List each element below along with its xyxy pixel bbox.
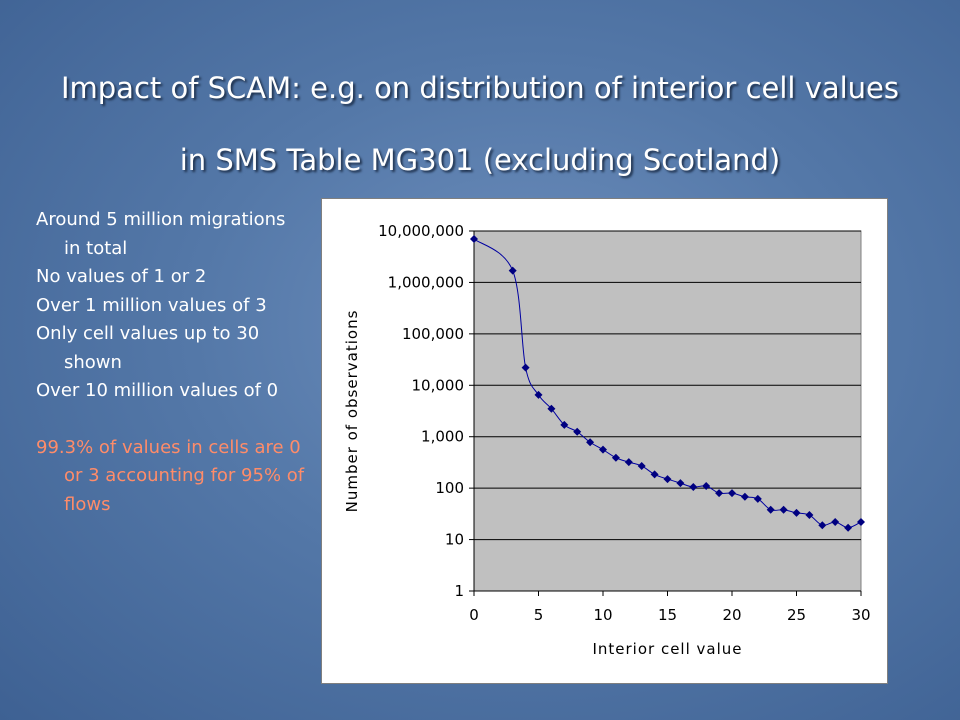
x-tick-label: 15 — [658, 606, 677, 624]
data-point — [637, 461, 646, 470]
title-line-2: in SMS Table MG301 (excluding Scotland) — [179, 143, 781, 177]
data-point — [470, 234, 478, 243]
data-point — [779, 505, 788, 514]
data-point — [831, 517, 840, 526]
data-point — [728, 489, 736, 498]
data-point — [650, 470, 659, 479]
x-tick-label: 30 — [851, 606, 870, 624]
data-point — [805, 511, 814, 520]
x-tick-label: 25 — [787, 606, 806, 624]
data-point — [702, 482, 711, 491]
y-tick-label: 10,000,000 — [378, 222, 464, 240]
x-tick-label: 0 — [469, 606, 479, 624]
x-tick-label: 10 — [593, 606, 612, 624]
y-tick-label: 1,000,000 — [388, 273, 464, 291]
data-point — [573, 427, 582, 436]
data-point — [689, 483, 698, 492]
data-point — [560, 420, 569, 429]
y-tick-label: 1 — [454, 582, 464, 600]
bullet-item: Around 5 million migrations in total — [36, 209, 286, 259]
y-tick-label: 100 — [435, 479, 464, 497]
chart-container: 1 10 100 1,000 10,000 100,000 1,000,000 10,000,… — [321, 198, 888, 684]
data-point — [857, 517, 865, 526]
y-tick-label: 100,000 — [402, 325, 464, 343]
data-point — [753, 494, 762, 503]
data-point — [676, 479, 685, 488]
data-point — [586, 438, 595, 447]
y-axis-title: Number of observations — [343, 310, 361, 513]
y-tick-label: 10,000 — [412, 376, 465, 394]
y-tick-label: 10 — [445, 531, 464, 549]
bullet-item: Over 1 million values of 3 — [36, 294, 267, 316]
bullet-item: Over 10 million values of 0 — [36, 380, 279, 401]
data-point — [766, 505, 775, 514]
data-point — [844, 523, 853, 532]
slide-title: Impact of SCAM: e.g. on distribution of … — [20, 52, 940, 196]
chart-svg: 1101001,00010,000100,0001,000,00010,000,… — [343, 222, 871, 658]
highlight-note: 99.3% of values in cells are 0 or 3 acco… — [36, 436, 305, 515]
data-point — [521, 363, 530, 372]
title-line-1: Impact of SCAM: e.g. on distribution of … — [60, 71, 900, 105]
data-point — [508, 266, 517, 275]
data-point — [547, 404, 556, 413]
data-point — [599, 445, 607, 454]
data-point — [611, 453, 620, 462]
data-point — [534, 390, 543, 399]
x-tick-label: 5 — [534, 606, 544, 624]
x-tick-label: 20 — [722, 606, 741, 624]
data-point — [715, 489, 724, 498]
data-point — [818, 521, 827, 530]
data-point — [792, 508, 801, 517]
bullet-item: Only cell values up to 30 shown — [36, 323, 260, 373]
x-axis-title: Interior cell value — [592, 640, 742, 658]
data-point — [663, 475, 672, 484]
bullet-item: No values of 1 or 2 — [36, 266, 207, 287]
plot-area — [473, 230, 862, 592]
bullet-list: Around 5 million migrations in total No … — [36, 206, 306, 519]
data-point — [740, 492, 749, 501]
y-tick-label: 1,000 — [421, 428, 464, 446]
data-point — [624, 458, 633, 467]
